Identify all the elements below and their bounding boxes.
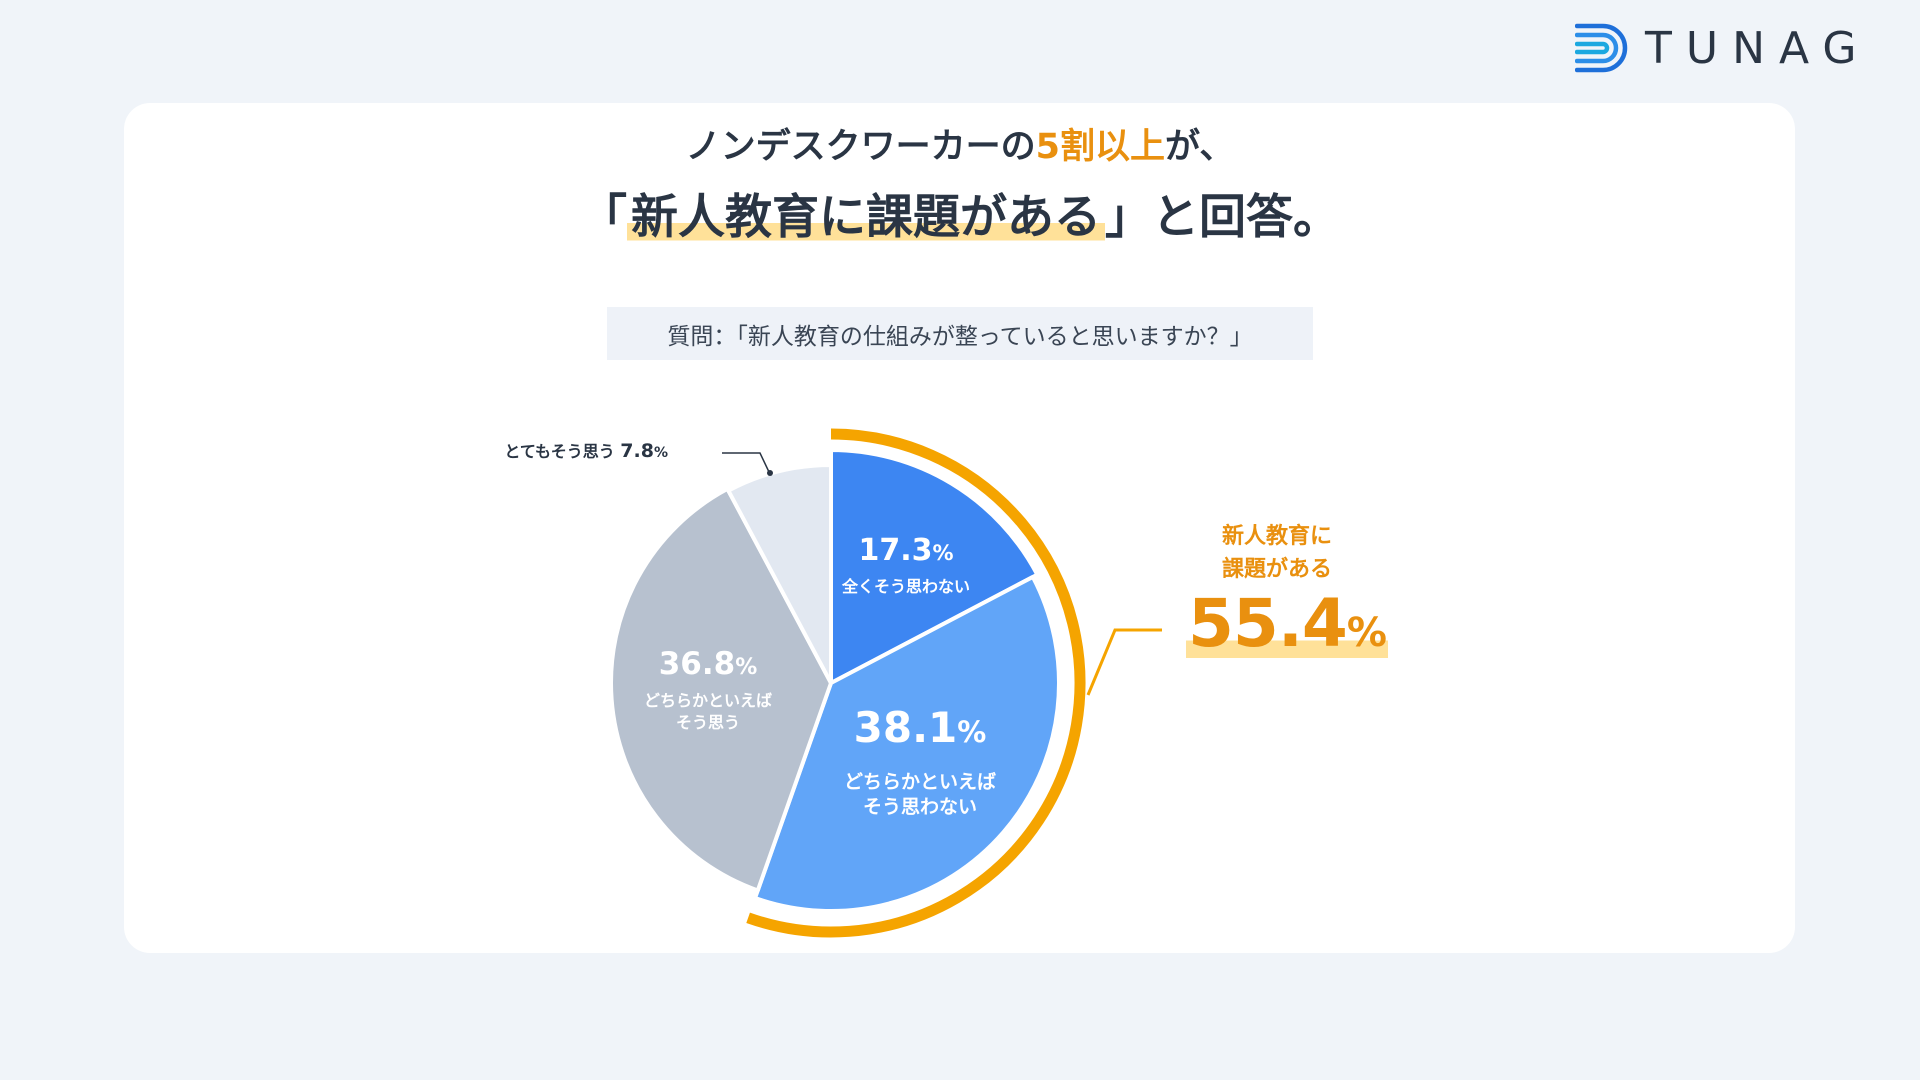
headline-line1: ノンデスクワーカーの5割以上が、: [685, 127, 1235, 167]
slice-value-label-0: 17.3%: [858, 533, 953, 568]
tunag-logo-icon: [1575, 23, 1628, 73]
pie-slice-2: [609, 486, 833, 893]
pie-slice-1: [753, 574, 1061, 913]
question-box: 質問：「新人教育の仕組みが整っていると思いますか？」: [607, 307, 1313, 360]
slice-category-label-1-0: どちらかといえば: [844, 771, 996, 793]
pie-slice-3: [726, 463, 833, 685]
brand-logo: TUNAG: [1575, 22, 1870, 74]
slice-value-label-1: 38.1%: [854, 703, 987, 752]
slice-category-label-2-1: そう思う: [676, 713, 740, 732]
slice-3-leader-line: [722, 452, 770, 473]
slice-outside-label-3: とてもそう思う 7.8%: [504, 440, 668, 462]
headline-line2: 「新人教育に課題がある」と回答。: [580, 190, 1340, 245]
question-text: 質問：「新人教育の仕組みが整っていると思いますか？」: [667, 323, 1253, 350]
headline-highlight: 5割以上: [1035, 127, 1166, 167]
headline-marked-text: 新人教育に課題がある: [627, 190, 1105, 245]
slice-category-label-2-0: どちらかといえば: [644, 691, 772, 710]
pie-slice-0: [829, 448, 1040, 685]
highlight-arc: [746, 428, 1086, 938]
callout-connector: [1086, 628, 1162, 696]
brand-name: TUNAG: [1645, 22, 1871, 74]
callout-percent: 55.4%: [1186, 585, 1388, 662]
callout-label: 新人教育に 課題がある: [1221, 524, 1332, 582]
slice-value-label-2: 36.8%: [659, 646, 758, 682]
slice-category-label-1-1: そう思わない: [863, 796, 977, 818]
slice-3-leader-dot: [767, 470, 773, 476]
slice-category-label-0-0: 全くそう思わない: [841, 577, 970, 596]
